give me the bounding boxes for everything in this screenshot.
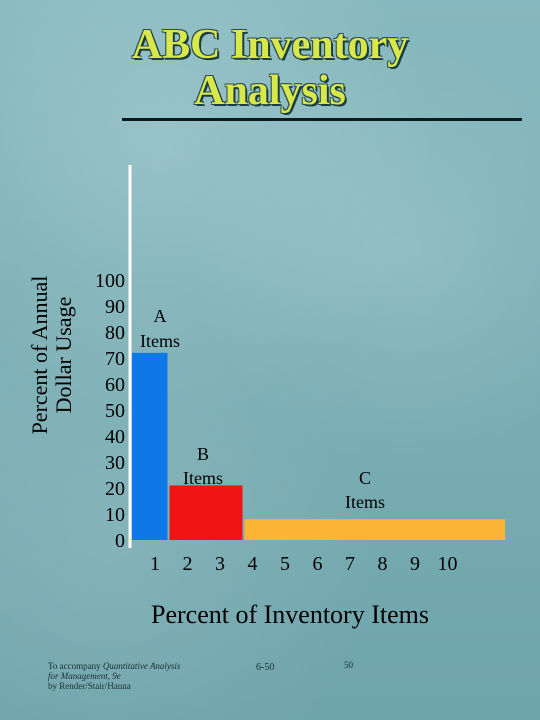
footer-citation-line-2: for Management, 9e (48, 671, 121, 681)
y-tick-label: 60 (105, 374, 125, 396)
bar-a (132, 352, 168, 540)
chart-title: ABC Inventory Analysis (80, 22, 460, 114)
y-tick-label: 20 (105, 478, 125, 500)
bar-label-a: A (154, 306, 167, 326)
y-tick-label: 30 (105, 452, 125, 474)
bar-label-a-sub: Items (140, 331, 180, 351)
y-tick-label: 100 (95, 270, 125, 292)
y-tick-label: 70 (105, 348, 125, 370)
title-underline (122, 118, 522, 121)
bar-label-b-sub: Items (183, 468, 223, 488)
slide-number: 6-50 (256, 662, 275, 673)
y-tick-label: 0 (115, 530, 125, 552)
footer-citation-line-3: by Render/Stair/Hanna (48, 681, 131, 691)
y-tick-label: 80 (105, 322, 125, 344)
x-tick-label: 7 (345, 553, 355, 575)
y-tick-label: 90 (105, 296, 125, 318)
y-tick-label: 40 (105, 426, 125, 448)
title-line-1: ABC Inventory (131, 22, 409, 68)
bar-label-c-sub: Items (345, 492, 385, 512)
y-tick-label: 50 (105, 400, 125, 422)
x-tick-label: 5 (280, 553, 290, 575)
bar-c (244, 519, 505, 540)
x-axis-label: Percent of Inventory Items (151, 600, 429, 629)
footer-citation: To accompany Quantitative Analysis for M… (48, 661, 180, 691)
x-tick-label: 6 (313, 553, 323, 575)
page-number: 50 (344, 660, 353, 670)
x-tick-label: 8 (378, 553, 388, 575)
x-tick-label: 2 (183, 553, 193, 575)
bar-b (169, 485, 243, 540)
x-tick-label: 1 (150, 553, 160, 575)
x-tick-label: 10 (438, 553, 458, 575)
title-line-2: Analysis (194, 68, 346, 114)
bar-label-c: C (359, 468, 371, 488)
footer-citation-line-1: To accompany (48, 661, 101, 671)
y-tick-label: 10 (105, 504, 125, 526)
x-tick-label: 4 (248, 553, 258, 575)
x-tick-label: 3 (215, 553, 225, 575)
footer-citation-book: Quantitative Analysis (102, 661, 181, 671)
x-tick-label: 9 (410, 553, 420, 575)
bar-label-b: B (197, 444, 209, 464)
